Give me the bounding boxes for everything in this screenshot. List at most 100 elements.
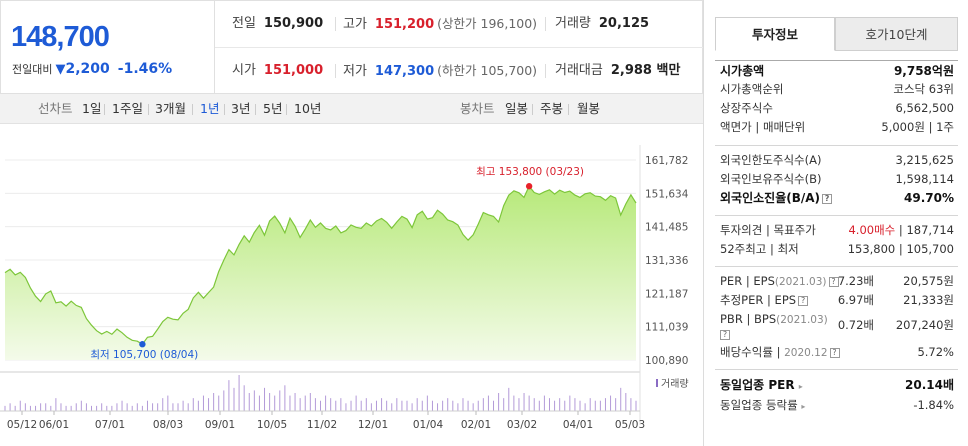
separator: | <box>898 242 903 256</box>
price-area <box>5 186 636 360</box>
market-cap-label: 시가총액 <box>720 64 765 78</box>
est-per-row: 추정PER | EPS? 6.97배 21,333원 <box>715 291 958 310</box>
high-label: 고가 <box>343 17 367 32</box>
industry-rate-row[interactable]: 동일업종 등락률 ▸ -1.84% <box>715 396 958 415</box>
price-chart: 161,782 151,634 141,485 131,336 121,187 111,0… <box>0 145 689 431</box>
unit-label: 매매단위 <box>762 120 806 134</box>
x-tick-label: 05/12 <box>7 419 37 431</box>
low-price: 저가 147,300 (하한가 105,700) <box>343 48 537 94</box>
divider <box>104 104 105 115</box>
period-10y[interactable]: 10년 <box>294 101 322 116</box>
high-annotation: 최고 153,800 (03/23) <box>476 166 584 178</box>
shares-label: 상장주식수 <box>720 101 773 115</box>
help-icon[interactable]: ? <box>822 193 833 204</box>
y-tick-label: 161,782 <box>645 155 688 167</box>
market-cap-value: 9,758억원 <box>893 64 954 78</box>
divider <box>568 104 569 115</box>
est-per-value: 6.97배 <box>837 293 874 307</box>
separator: | <box>770 242 774 256</box>
separator: | <box>928 120 933 134</box>
help-icon[interactable]: ? <box>828 276 839 287</box>
pbr-value: 0.72배 <box>837 318 874 332</box>
y-tick-label: 151,634 <box>645 188 689 200</box>
open-price: 시가 151,000 <box>232 48 323 94</box>
industry-per-row[interactable]: 동일업종 PER ▸ 20.14배 <box>715 376 958 395</box>
tab-order-book[interactable]: 호가10단계 <box>835 17 958 51</box>
x-tick-label: 02/01 <box>461 419 491 431</box>
separator: | <box>898 223 903 237</box>
y-tick-label: 100,890 <box>645 355 688 367</box>
price-change: 전일대비 ▼2,200 -1.46% <box>12 61 172 77</box>
y-tick-label: 131,336 <box>645 255 689 267</box>
period-toolbar: 선차트 1일 1주일 3개월 1년 3년 5년 10년 봉차트 일봉 주봉 월봉 <box>0 94 703 124</box>
period-1y[interactable]: 1년 <box>200 101 220 116</box>
amount-value: 2,988 백만 <box>610 63 681 78</box>
x-tick-label: 12/01 <box>358 419 388 431</box>
par-row: 액면가 | 매매단위 5,000원 | 1주 <box>715 118 958 137</box>
help-icon[interactable]: ? <box>720 329 730 340</box>
separator: | <box>745 274 750 288</box>
cap-rank-label: 시가총액순위 <box>720 82 784 96</box>
tab-investment-info[interactable]: 투자정보 <box>715 17 835 51</box>
pbr-labels: PBR | BPS(2021.03)? <box>720 312 828 341</box>
help-icon[interactable]: ? <box>829 347 840 358</box>
target-label: 목표주가 <box>773 223 816 237</box>
y-tick-label: 141,485 <box>645 222 688 234</box>
industry-rate-value: -1.84% <box>913 398 954 412</box>
industry-per-value: 20.14배 <box>905 378 954 392</box>
divider <box>224 104 225 115</box>
x-tick-label: 06/01 <box>39 419 69 431</box>
est-per-labels: 추정PER | EPS? <box>720 291 809 310</box>
foreign-ratio-row: 외국인소진율(B/A)? 49.70% <box>715 189 958 208</box>
high-marker <box>525 183 533 190</box>
current-price: 148,700 <box>11 21 110 53</box>
per-value: 7.23배 <box>837 274 874 288</box>
volume-legend-swatch <box>656 379 658 387</box>
candle-chart-label: 봉차트 <box>460 101 495 116</box>
y-tick-label: 121,187 <box>645 288 688 300</box>
divider <box>335 64 336 78</box>
week52-values: 153,800 | 105,700 <box>848 240 954 259</box>
period-1w[interactable]: 1주일 <box>112 101 143 116</box>
separator: | <box>746 312 751 326</box>
line-chart-label: 선차트 <box>38 101 73 116</box>
x-tick-label: 11/02 <box>307 419 337 431</box>
stock-overview-panel: 148,700 전일대비 ▼2,200 -1.46% 전일 150,900 고가 151… <box>0 0 704 431</box>
low-marker <box>139 341 146 348</box>
foreign-limit-label: 외국인한도주식수(A) <box>720 153 822 167</box>
shares-row: 상장주식수 6,562,500 <box>715 99 958 118</box>
per-labels: PER | EPS(2021.03)? <box>720 272 839 292</box>
divider <box>255 104 256 115</box>
x-tick-label: 09/01 <box>205 419 235 431</box>
change-amount: 2,200 <box>65 61 110 77</box>
candle-monthly[interactable]: 월봉 <box>577 101 601 116</box>
week52-high-value: 153,800 <box>847 242 896 256</box>
industry-per-label: 동일업종 PER <box>720 378 795 392</box>
eps-value: 20,575원 <box>903 274 954 288</box>
candle-daily[interactable]: 일봉 <box>505 101 529 116</box>
upper-limit: (상한가 196,100) <box>437 16 538 31</box>
candle-weekly[interactable]: 주봉 <box>540 101 564 116</box>
divider <box>286 104 287 115</box>
eps-year: (2021.03) <box>774 276 827 288</box>
period-3m[interactable]: 3개월 <box>155 101 186 116</box>
divider <box>715 215 958 216</box>
week52-high-label: 52주최고 <box>720 242 767 256</box>
change-percent: -1.46% <box>117 61 173 77</box>
dividend-row: 배당수익률 | 2020.12? 5.72% <box>715 343 958 362</box>
cap-rank-value: 코스닥 63위 <box>893 82 954 96</box>
high-price: 고가 151,200 (상한가 196,100) <box>343 1 537 47</box>
open-value: 151,000 <box>263 63 324 78</box>
prev-close-label: 전일 <box>232 16 256 31</box>
period-3y[interactable]: 3년 <box>231 101 251 116</box>
separator: | <box>767 293 771 307</box>
lower-limit: (하한가 105,700) <box>437 63 538 78</box>
period-5y[interactable]: 5년 <box>263 101 283 116</box>
change-label: 전일대비 <box>12 63 53 76</box>
est-eps-value: 21,333원 <box>903 293 954 307</box>
help-icon[interactable]: ? <box>798 295 809 306</box>
week52-labels: 52주최고 | 최저 <box>720 240 799 259</box>
info-tabs: 투자정보 호가10단계 <box>715 17 958 51</box>
chevron-right-icon: ▸ <box>801 402 806 411</box>
period-1d[interactable]: 1일 <box>82 101 102 116</box>
